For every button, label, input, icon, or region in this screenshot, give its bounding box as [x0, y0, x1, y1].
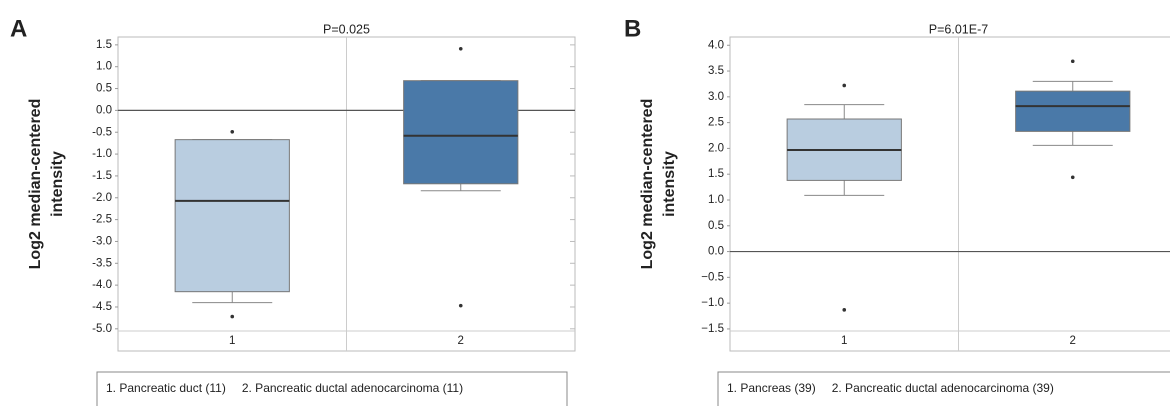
y-tick-label: 0.0	[96, 104, 112, 116]
y-tick-label: 2.5	[708, 117, 724, 129]
y-tick-label: -4.5	[92, 301, 112, 313]
y-tick-label: 1.5	[708, 168, 724, 180]
outlier	[842, 308, 847, 312]
y-tick-label: 2.0	[708, 142, 724, 154]
y-tick-label: -1.0	[92, 148, 112, 160]
y-tick-label: -2.5	[92, 214, 112, 226]
y-tick-label: 0.0	[708, 246, 724, 258]
y-tick-label: 1.0	[708, 194, 724, 206]
outlier	[458, 303, 463, 308]
box	[1015, 90, 1131, 132]
legend-entry: 1. Pancreas (39)	[727, 381, 816, 395]
y-tick-label: -5.0	[92, 323, 112, 335]
y-tick-label: -1.5	[92, 170, 112, 182]
y-tick-label: −0.5	[701, 271, 724, 283]
box	[403, 80, 519, 185]
box	[174, 139, 290, 293]
panel-label: A	[10, 15, 27, 42]
y-tick-label: 4.0	[708, 39, 724, 51]
y-tick-label: -3.0	[92, 235, 112, 247]
x-tick-label: 1	[841, 335, 847, 347]
legend-entry: 2. Pancreatic ductal adenocarcinoma (39)	[832, 381, 1054, 395]
y-tick-label: -0.5	[92, 126, 112, 138]
outlier	[458, 46, 463, 51]
y-tick-label: 1.5	[96, 39, 112, 51]
legend-entry: 1. Pancreatic duct (11)	[106, 381, 226, 395]
y-tick-label: -4.0	[92, 279, 112, 291]
y-tick-label: 1.0	[96, 61, 112, 73]
y-axis-label: intensity	[661, 151, 678, 217]
y-tick-label: 3.5	[708, 65, 724, 77]
x-tick-label: 1	[229, 335, 235, 347]
outlier	[1070, 59, 1075, 64]
x-tick-label: 2	[1070, 335, 1076, 347]
legend-entry: 2. Pancreatic ductal adenocarcinoma (11)	[242, 381, 463, 395]
plot-frame	[729, 36, 1170, 352]
y-tick-label: 0.5	[96, 83, 112, 95]
y-tick-label: 3.0	[708, 91, 724, 103]
legend-box	[96, 371, 568, 406]
outlier	[842, 83, 847, 88]
y-axis-label: Log2 median-centered	[27, 99, 44, 270]
y-tick-label: 0.5	[708, 220, 724, 232]
y-axis-label: Log2 median-centered	[639, 99, 656, 270]
y-tick-label: −1.0	[701, 297, 724, 309]
legend-box	[717, 371, 1170, 406]
y-axis-label: intensity	[49, 151, 66, 217]
y-tick-label: -3.5	[92, 257, 112, 269]
outlier	[230, 129, 235, 134]
outlier	[230, 314, 235, 319]
y-tick-label: −1.5	[701, 323, 724, 335]
panel-label: B	[624, 15, 641, 42]
chart-title: P=0.025	[323, 22, 370, 36]
y-tick-label: -2.0	[92, 192, 112, 204]
chart-title: P=6.01E-7	[929, 22, 988, 36]
outlier	[1070, 175, 1075, 180]
x-tick-label: 2	[458, 335, 464, 347]
